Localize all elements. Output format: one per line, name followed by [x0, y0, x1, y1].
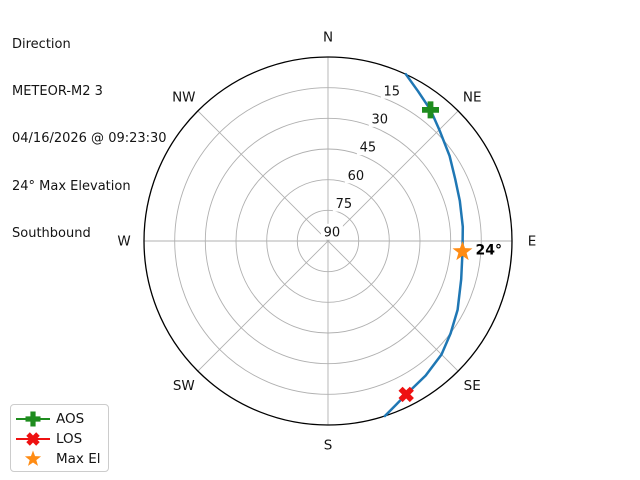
pass-datetime: 04/16/2026 @ 09:23:30 — [12, 131, 167, 147]
aos-legend-marker-icon — [16, 411, 50, 427]
ring-label-halo-30 — [368, 110, 391, 127]
legend-label: Max El — [56, 451, 101, 467]
legend-label: LOS — [56, 431, 83, 447]
ring-label-75: 75 — [336, 197, 353, 212]
ring-label-halo-90 — [320, 223, 343, 240]
max-el-marker-icon — [452, 241, 473, 261]
legend-marker-glyph — [26, 432, 40, 446]
legend: AOS LOS Max El — [10, 404, 109, 472]
max-el-value-label: 24° — [476, 243, 502, 259]
legend-marker-glyph — [24, 450, 42, 466]
aos-marker-icon — [422, 101, 439, 119]
ring-label-90: 90 — [324, 225, 341, 240]
compass-spoke-135 — [197, 110, 459, 372]
ring-label-halo-45 — [356, 139, 379, 156]
legend-marker-glyph — [25, 411, 41, 427]
compass-label-s: S — [324, 438, 333, 454]
los-legend-marker-icon — [16, 432, 50, 446]
compass-label-ne: NE — [463, 90, 482, 106]
ring-label-45: 45 — [360, 141, 377, 156]
x-glyph — [398, 386, 414, 403]
direction-label: Direction — [12, 36, 71, 52]
max-el-legend-marker-icon — [24, 450, 42, 466]
legend-item-aos: AOS — [15, 409, 108, 429]
plus-glyph — [25, 411, 41, 427]
ring-label-60: 60 — [348, 169, 365, 184]
compass-label-n: N — [323, 30, 333, 46]
star-glyph — [24, 450, 42, 466]
compass-label-e: E — [528, 234, 537, 250]
compass-label-se: SE — [464, 378, 481, 394]
ring-label-halo-60 — [344, 167, 367, 184]
compass-label-w: W — [117, 234, 130, 250]
compass-label-sw: SW — [173, 378, 195, 394]
outer-circle — [143, 56, 513, 426]
legend-item-max-el: Max El — [15, 449, 108, 469]
pass-direction: Southbound — [12, 226, 91, 242]
los-marker-icon — [398, 386, 414, 403]
max-elevation-text: 24° Max Elevation — [12, 178, 131, 194]
ring-label-15: 15 — [384, 84, 401, 99]
ring-label-halo-15 — [380, 82, 403, 99]
satellite-name: METEOR-M2 3 — [12, 83, 103, 99]
legend-label: AOS — [56, 411, 85, 427]
plus-glyph — [422, 101, 439, 119]
pass-info-block: Direction METEOR-M2 3 04/16/2026 @ 09:23… — [12, 5, 167, 274]
x-glyph — [26, 432, 40, 446]
legend-item-los: LOS — [15, 429, 108, 449]
compass-label-nw: NW — [172, 90, 195, 106]
star-glyph — [452, 241, 473, 261]
ring-label-halo-75 — [332, 195, 355, 212]
ring-label-30: 30 — [372, 112, 389, 127]
